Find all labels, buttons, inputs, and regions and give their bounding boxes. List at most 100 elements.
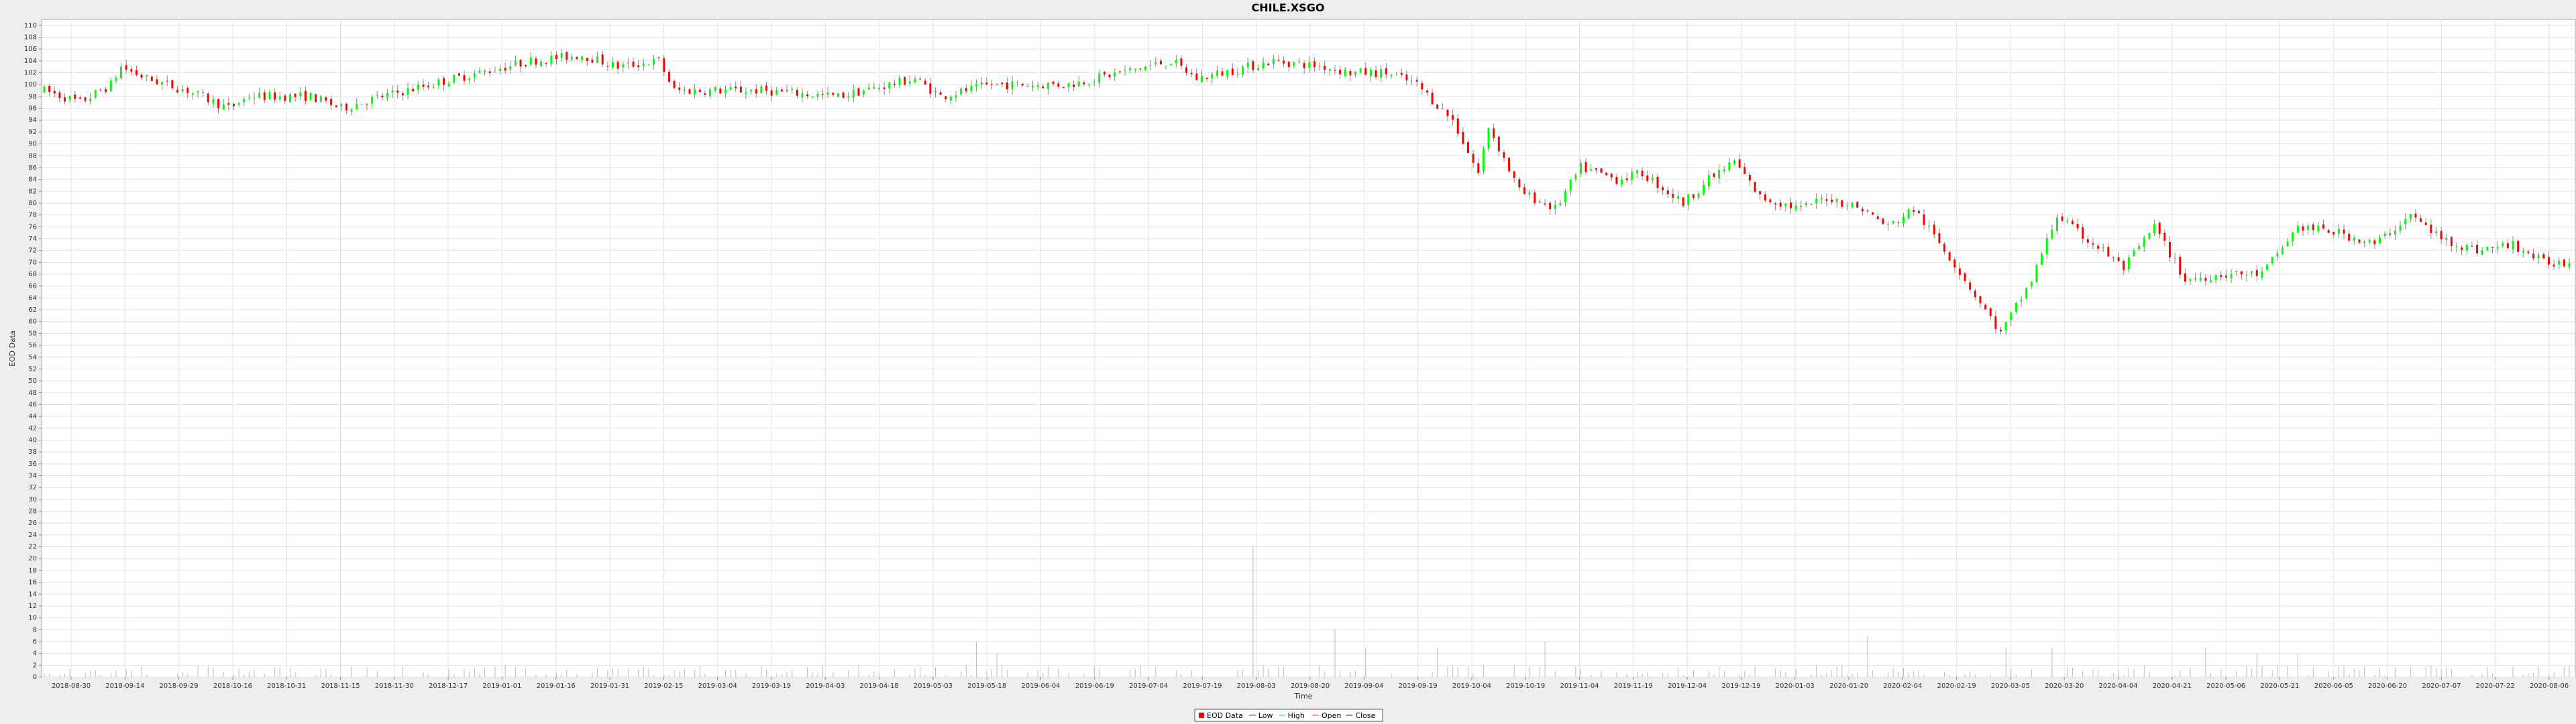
y-tick-label: 44 (28, 413, 37, 420)
candle-body (1917, 210, 1920, 214)
candle-body (1375, 70, 1377, 78)
candle-body (1631, 172, 1633, 180)
y-tick-label: 40 (28, 436, 37, 444)
y-tick-label: 36 (28, 461, 37, 468)
candle-body (2158, 223, 2161, 234)
candle-body (863, 90, 865, 95)
x-tick-label: 2020-07-07 (2422, 682, 2461, 690)
legend: EOD Data Low High Open Close (1194, 709, 1383, 722)
y-tick-label: 90 (28, 141, 37, 148)
plot-area (41, 19, 2576, 678)
candle-body (1180, 58, 1183, 66)
candle-body (1723, 169, 1725, 172)
y-tick-label: 46 (28, 401, 37, 408)
x-tick-label: 2018-10-31 (267, 682, 306, 690)
candle-body (1052, 81, 1055, 84)
y-tick-label: 4 (33, 650, 37, 658)
candle-body (2358, 239, 2361, 243)
candle-body (2292, 232, 2294, 242)
candle-body (212, 99, 215, 104)
candle-body (837, 93, 839, 97)
candle-body (729, 86, 732, 90)
candle-body (739, 86, 742, 93)
candle-body (2004, 322, 2007, 331)
candle-body (68, 96, 71, 101)
y-tick-label: 94 (28, 117, 37, 124)
candle-body (2133, 250, 2135, 257)
candle-body (309, 93, 312, 101)
candle-body (74, 95, 76, 99)
candle-body (1892, 221, 1894, 224)
x-tick-label: 2018-12-17 (429, 682, 468, 690)
candle-body (2281, 247, 2284, 255)
candle-body (2445, 237, 2448, 241)
candle-body (2343, 229, 2345, 234)
candle-body (2537, 255, 2540, 259)
candle-body (1707, 175, 1710, 187)
candle-body (1928, 225, 1931, 227)
candle-body (873, 86, 875, 89)
y-tick-label: 8 (33, 626, 37, 634)
y-tick-label: 86 (28, 164, 37, 172)
candle-body (171, 80, 174, 88)
candle-body (1293, 62, 1295, 66)
candle-body (2168, 241, 2171, 258)
candle-body (719, 88, 722, 94)
candle-body (1006, 82, 1008, 90)
y-tick-label: 88 (28, 152, 37, 160)
candle-body (140, 74, 143, 78)
candle-body (1195, 73, 1198, 80)
x-tick-label: 2019-05-03 (914, 682, 953, 690)
candle-body (2481, 250, 2483, 255)
candle-body (955, 95, 957, 98)
y-tick-label: 24 (28, 532, 37, 539)
candle-body (396, 90, 399, 93)
candle-body (1283, 60, 1285, 64)
candle-body (622, 64, 625, 68)
legend-label: EOD Data (1207, 711, 1243, 720)
y-tick-label: 28 (28, 508, 37, 516)
candle-body (130, 69, 133, 72)
candle-body (1139, 68, 1142, 70)
legend-box (1194, 709, 1383, 722)
y-tick-label: 100 (24, 81, 37, 88)
candle-body (1200, 76, 1203, 82)
x-tick-label: 2019-01-16 (537, 682, 576, 690)
candle-body (919, 78, 922, 80)
x-tick-label: 2019-08-20 (1291, 682, 1330, 690)
x-tick-label: 2019-03-04 (698, 682, 737, 690)
candle-body (667, 72, 670, 82)
candle-body (2322, 224, 2325, 229)
candle-body (1134, 68, 1136, 70)
candle-body (2189, 279, 2192, 282)
y-tick-label: 78 (28, 212, 37, 219)
y-tick-label: 54 (28, 354, 37, 361)
candle-body (704, 93, 706, 95)
candle-body (1615, 176, 1618, 184)
candle-body (1902, 217, 1904, 224)
volume-bars (44, 546, 2570, 677)
y-tick-label: 80 (28, 200, 37, 207)
candle-body (1994, 316, 1997, 329)
candle-body (2476, 245, 2479, 254)
candle-body (1011, 81, 1014, 89)
candle-body (2071, 221, 2074, 225)
x-tick-label: 2018-11-15 (321, 682, 360, 690)
candle-body (1108, 74, 1111, 78)
x-tick-label: 2019-11-04 (1560, 682, 1599, 690)
candle-body (745, 92, 747, 95)
candle-body (1774, 203, 1777, 205)
candle-body (637, 65, 640, 68)
candle-body (1933, 224, 1935, 235)
candle-body (2563, 259, 2565, 267)
candle-body (857, 88, 860, 96)
candle-body (1149, 65, 1152, 66)
candle-body (586, 58, 588, 61)
x-tick-label: 2019-10-04 (1452, 682, 1491, 690)
y-tick-label: 14 (28, 591, 37, 598)
candle-body (1287, 62, 1290, 68)
y-tick-label: 50 (28, 377, 37, 385)
candle-body (227, 103, 230, 105)
candle-body (535, 58, 537, 65)
candle-body (443, 78, 445, 85)
